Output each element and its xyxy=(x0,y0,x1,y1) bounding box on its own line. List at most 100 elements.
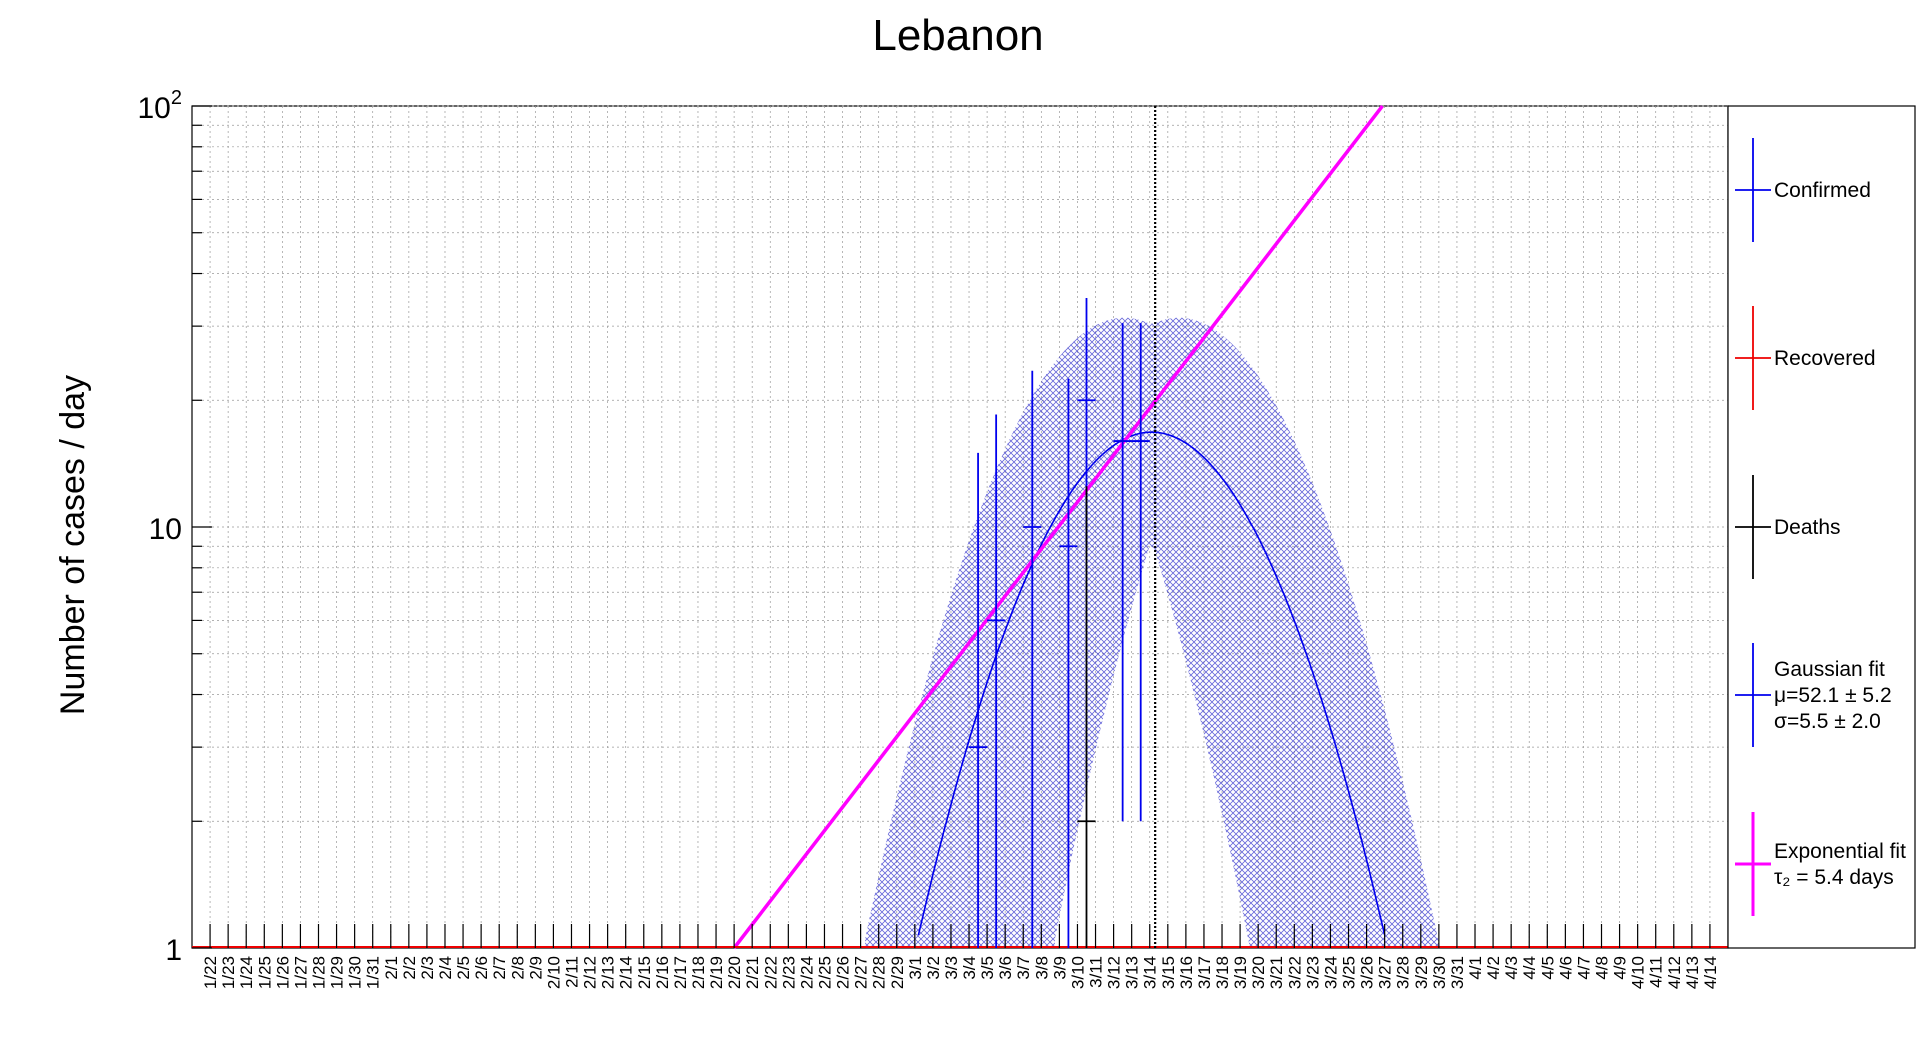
x-tick-label: 2/15 xyxy=(635,956,654,989)
x-tick-label: 2/21 xyxy=(743,956,762,989)
x-tick-label: 3/13 xyxy=(1123,956,1142,989)
gaussian-fit-band-area xyxy=(865,317,1439,948)
x-tick-label: 3/9 xyxy=(1050,956,1069,980)
x-tick-label: 3/14 xyxy=(1141,956,1160,989)
x-tick-label: 3/17 xyxy=(1195,956,1214,989)
data-point-confirmed xyxy=(1131,323,1150,822)
legend-entry-gaussian-fit: Gaussian fit μ=52.1 ± 5.2 σ=5.5 ± 2.0 xyxy=(1735,643,1892,747)
x-tick-label: 2/6 xyxy=(472,956,491,980)
legend: Confirmed Recovered Deaths Gaussian fit μ=52… xyxy=(1727,105,1916,949)
legend-label: Deaths xyxy=(1774,516,1841,539)
x-tick-label: 3/23 xyxy=(1303,956,1322,989)
x-tick-label: 2/11 xyxy=(562,956,581,988)
legend-label: τ₂ = 5.4 days xyxy=(1774,866,1894,889)
x-tick-label: 3/21 xyxy=(1267,956,1286,989)
x-tick-label: 3/4 xyxy=(960,956,979,980)
x-tick-label: 3/7 xyxy=(1014,956,1033,980)
x-tick-label: 4/11 xyxy=(1647,956,1666,988)
y-tick-label: 10 xyxy=(149,513,182,546)
data-point-confirmed xyxy=(1059,378,1078,948)
legend-entry-deaths: Deaths xyxy=(1735,475,1841,579)
x-tick-label: 1/26 xyxy=(273,956,292,989)
x-tick-label: 2/29 xyxy=(888,956,907,989)
x-tick-label: 1/27 xyxy=(291,956,310,989)
x-tick-label: 3/19 xyxy=(1231,956,1250,989)
x-tick-label: 4/3 xyxy=(1502,956,1521,980)
legend-label: μ=52.1 ± 5.2 xyxy=(1774,684,1892,707)
y-tick-label: 102 xyxy=(138,87,183,125)
x-tick-label: 3/22 xyxy=(1285,956,1304,989)
data-points xyxy=(969,297,1150,948)
x-tick-label: 1/23 xyxy=(219,956,238,989)
x-tick-label: 2/23 xyxy=(779,956,798,989)
data-point-confirmed xyxy=(987,414,1006,948)
x-tick-label: 2/16 xyxy=(653,956,672,989)
x-tick-label: 3/12 xyxy=(1105,956,1124,989)
x-tick-label: 4/10 xyxy=(1629,956,1648,989)
x-tick-label: 2/7 xyxy=(490,956,509,980)
data-point-deaths xyxy=(1077,486,1096,948)
legend-label: Exponential fit xyxy=(1774,840,1906,863)
x-tick-label: 1/22 xyxy=(201,956,220,989)
x-tick-label: 3/28 xyxy=(1394,956,1413,989)
x-tick-label: 2/18 xyxy=(689,956,708,989)
x-tick-label: 2/14 xyxy=(617,956,636,989)
x-tick-label: 3/27 xyxy=(1376,956,1395,989)
legend-label: Gaussian fit xyxy=(1774,658,1885,681)
x-tick-label: 3/1 xyxy=(906,956,925,980)
x-tick-label: 3/2 xyxy=(924,956,943,980)
x-tick-label: 4/1 xyxy=(1466,956,1485,980)
x-tick-label: 2/27 xyxy=(852,956,871,989)
x-tick-label: 4/9 xyxy=(1611,956,1630,980)
x-tick-label: 2/5 xyxy=(454,956,473,980)
x-tick-label: 3/24 xyxy=(1321,956,1340,989)
x-tick-label: 2/20 xyxy=(725,956,744,989)
x-tick-label: 3/29 xyxy=(1412,956,1431,989)
x-tick-label: 1/30 xyxy=(346,956,365,989)
x-tick-label: 4/13 xyxy=(1683,956,1702,989)
x-tick-label: 2/3 xyxy=(418,956,437,980)
legend-entry-confirmed: Confirmed xyxy=(1735,138,1871,242)
x-tick-label: 2/24 xyxy=(797,956,816,989)
legend-label: Confirmed xyxy=(1774,179,1871,202)
x-tick-label: 3/10 xyxy=(1068,956,1087,989)
gaussian-fit-band xyxy=(865,317,1439,948)
x-tick-label: 2/26 xyxy=(834,956,853,989)
x-tick-label: 1/24 xyxy=(237,956,256,989)
legend-entry-recovered: Recovered xyxy=(1735,306,1876,410)
x-tick-label: 4/12 xyxy=(1665,956,1684,989)
chart-title: Lebanon xyxy=(872,11,1043,60)
x-tick-label: 2/8 xyxy=(508,956,527,980)
x-tick-label: 2/2 xyxy=(400,956,419,980)
data-point-confirmed xyxy=(1023,370,1042,948)
x-tick-label: 3/15 xyxy=(1159,956,1178,989)
x-tick-label: 2/17 xyxy=(671,956,690,989)
x-tick-label: 3/30 xyxy=(1430,956,1449,989)
x-tick-label: 3/11 xyxy=(1087,956,1106,988)
x-tick-label: 2/12 xyxy=(581,956,600,989)
x-tick-label: 4/2 xyxy=(1484,956,1503,980)
x-tick-label: 4/14 xyxy=(1701,956,1720,989)
data-point-confirmed xyxy=(969,452,988,948)
x-tick-label: 3/5 xyxy=(978,956,997,980)
x-tick-label: 3/18 xyxy=(1213,956,1232,989)
fit-curves xyxy=(192,104,1728,950)
x-tick-label: 4/8 xyxy=(1593,956,1612,980)
legend-entry-exponential-fit: Exponential fit τ₂ = 5.4 days xyxy=(1735,812,1906,916)
legend-label: σ=5.5 ± 2.0 xyxy=(1774,710,1881,733)
x-tick-label: 3/25 xyxy=(1340,956,1359,989)
x-tick-label: 3/20 xyxy=(1249,956,1268,989)
x-tick-label: 4/5 xyxy=(1538,956,1557,980)
x-tick-label: 4/7 xyxy=(1574,956,1593,980)
x-tick-label: 2/1 xyxy=(382,956,401,980)
x-tick-label: 2/28 xyxy=(870,956,889,989)
x-tick-label: 3/31 xyxy=(1448,956,1467,989)
exponential-fit-line xyxy=(732,104,1384,950)
x-tick-label: 2/10 xyxy=(544,956,563,989)
x-tick-label: 3/6 xyxy=(996,956,1015,980)
x-tick-label: 2/4 xyxy=(436,956,455,980)
x-tick-label: 4/6 xyxy=(1556,956,1575,980)
x-tick-label: 3/8 xyxy=(1032,956,1051,980)
legend-label: Recovered xyxy=(1774,347,1876,370)
